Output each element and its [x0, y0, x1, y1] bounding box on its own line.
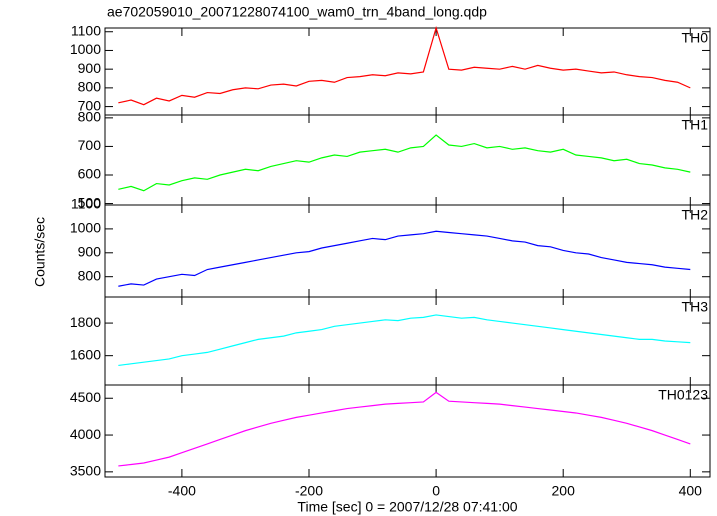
x-tick-label: 400 [679, 483, 703, 499]
y-tick-label: 700 [78, 137, 102, 153]
y-tick-label: 1800 [70, 314, 101, 330]
series-label: TH3 [682, 299, 709, 315]
x-tick-label: 200 [552, 483, 576, 499]
y-tick-label: 500 [78, 194, 102, 210]
series-label: TH2 [682, 207, 709, 223]
y-tick-label: 3500 [70, 463, 101, 479]
y-tick-label: 1000 [70, 220, 101, 236]
y-tick-label: 1100 [71, 22, 101, 38]
y-tick-label: 900 [78, 243, 102, 259]
x-axis-label: Time [sec] 0 = 2007/12/28 07:41:00 [297, 499, 517, 515]
y-tick-label: 1000 [70, 41, 101, 57]
y-tick-label: 1100 [71, 196, 101, 212]
y-axis-label: Counts/sec [32, 217, 48, 287]
y-tick-label: 800 [78, 267, 102, 283]
series-line [118, 134, 691, 192]
chart-title: ae702059010_20071228074100_wam0_trn_4ban… [107, 4, 487, 20]
y-tick-label: 700 [78, 97, 102, 113]
panel-frame [104, 296, 711, 386]
series-line [118, 230, 691, 287]
y-tick-label: 900 [78, 60, 102, 76]
y-tick-label: 800 [78, 109, 102, 125]
x-tick-label: 0 [432, 483, 440, 499]
y-tick-label: 600 [78, 166, 102, 182]
x-tick-label: -400 [168, 483, 196, 499]
panel-frame [104, 384, 711, 478]
series-line [118, 391, 691, 467]
series-label: TH0 [682, 30, 709, 46]
panel-frame [104, 204, 711, 298]
series-line [118, 25, 691, 106]
series-line [118, 314, 691, 367]
panel-frame [104, 27, 711, 116]
series-label: TH1 [682, 117, 709, 133]
y-tick-label: 4500 [70, 389, 101, 405]
y-tick-label: 4000 [70, 426, 101, 442]
y-tick-label: 800 [78, 79, 102, 95]
x-tick-label: -200 [295, 483, 323, 499]
y-tick-label: 1600 [70, 346, 101, 362]
series-label: TH0123 [658, 387, 708, 403]
